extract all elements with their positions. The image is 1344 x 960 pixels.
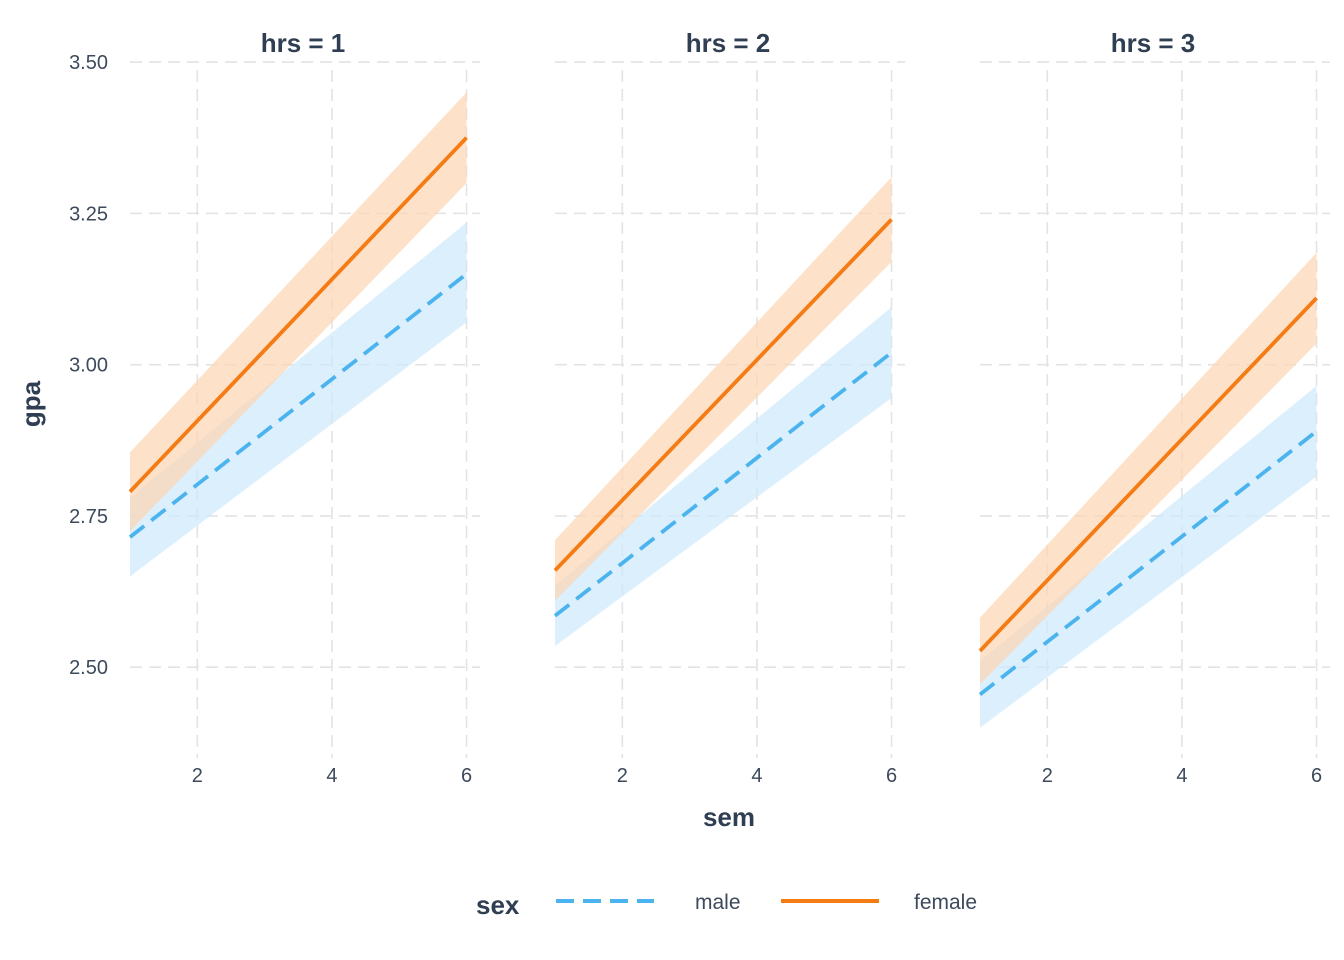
series-line-female: [128, 136, 468, 494]
facet-panel-1: hrs = 1 2 4 6: [128, 28, 480, 787]
series-line-male: [553, 351, 893, 618]
x-tick-label: 4: [326, 765, 337, 787]
x-tick-label: 6: [461, 765, 472, 787]
ribbon-male: [130, 222, 467, 577]
series-line-male: [978, 429, 1318, 696]
y-tick-label: 3.25: [69, 203, 108, 225]
facet-title: hrs = 3: [1111, 28, 1196, 58]
legend-label-male: male: [695, 891, 741, 914]
ribbon-male: [555, 307, 892, 647]
ribbon-female: [555, 177, 892, 601]
facet-panel-3: hrs = 3 2 4 6: [978, 28, 1330, 787]
y-axis-title: gpa: [16, 380, 46, 427]
y-tick-label: 3.50: [69, 52, 108, 74]
x-tick-label: 4: [1176, 765, 1187, 787]
x-tick-label: 2: [617, 765, 628, 787]
facet-panel-2: hrs = 2 2 4 6: [553, 28, 905, 787]
ribbon-male: [980, 385, 1317, 728]
ribbon-female: [980, 252, 1317, 685]
facet-panels: hrs = 1 2 4 6 hrs = 2 2 4 6 hrs = 3 2 4 6: [128, 28, 1330, 787]
x-tick-label: 6: [1311, 765, 1322, 787]
series-line-female: [553, 218, 893, 572]
series-line-female: [978, 296, 1318, 653]
legend: sex male female: [476, 890, 977, 920]
y-tick-label: 2.75: [69, 506, 108, 528]
y-tick-label: 3.00: [69, 355, 108, 377]
y-axis: 2.50 2.75 3.00 3.25 3.50: [69, 52, 108, 679]
x-tick-label: 6: [886, 765, 897, 787]
facet-title: hrs = 2: [686, 28, 771, 58]
ribbon-female: [130, 92, 467, 532]
legend-title: sex: [476, 890, 520, 920]
facet-title: hrs = 1: [261, 28, 346, 58]
x-tick-label: 2: [1042, 765, 1053, 787]
x-tick-label: 2: [192, 765, 203, 787]
y-tick-label: 2.50: [69, 657, 108, 679]
x-tick-label: 4: [751, 765, 762, 787]
x-axis-title: sem: [703, 802, 755, 832]
series-line-male: [128, 272, 468, 539]
legend-label-female: female: [914, 891, 977, 914]
